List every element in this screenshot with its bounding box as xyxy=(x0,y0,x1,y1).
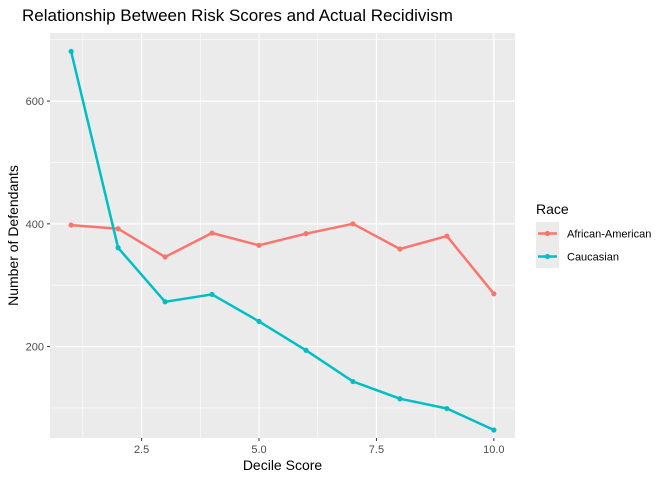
data-point-caucasian xyxy=(491,427,497,433)
x-axis: 2.5 5.0 7.5 10.0 xyxy=(134,438,505,456)
y-tick-label: 400 xyxy=(26,219,44,231)
legend-label-caucasian: Caucasian xyxy=(567,252,619,264)
series-layer xyxy=(68,48,497,433)
x-tick-label: 10.0 xyxy=(483,444,504,456)
y-tick-label: 200 xyxy=(26,342,44,354)
series-line-caucasian xyxy=(69,50,496,432)
data-point-african-american xyxy=(68,222,74,228)
data-point-african-american xyxy=(397,246,403,252)
data-point-caucasian xyxy=(303,347,309,353)
chart-title: Relationship Between Risk Scores and Act… xyxy=(22,6,453,25)
y-axis-title: Number of Defendants xyxy=(5,165,21,306)
data-point-caucasian xyxy=(444,405,450,412)
x-tick-label: 2.5 xyxy=(134,444,149,456)
data-point-african-american xyxy=(256,242,262,248)
x-tick-label: 5.0 xyxy=(251,444,266,456)
data-point-caucasian xyxy=(397,396,403,402)
data-point-caucasian xyxy=(115,245,121,251)
y-tick-label: 600 xyxy=(26,96,44,108)
x-tick-label: 7.5 xyxy=(369,444,384,456)
series-line-african-american xyxy=(69,222,496,296)
data-point-caucasian xyxy=(256,318,262,325)
data-point-african-american xyxy=(444,233,450,239)
legend: Race African-American Caucasian xyxy=(536,201,651,268)
data-point-african-american xyxy=(209,230,215,236)
legend-key-point-african-american xyxy=(544,230,551,237)
data-point-african-american xyxy=(491,291,497,297)
legend-title: Race xyxy=(536,201,569,217)
data-point-african-american xyxy=(303,231,309,237)
data-point-caucasian xyxy=(350,378,356,385)
data-point-african-american xyxy=(162,254,168,260)
y-axis: 200 400 600 xyxy=(26,96,50,354)
legend-label-african-american: African-American xyxy=(567,229,651,241)
data-point-african-american xyxy=(350,221,356,227)
data-point-caucasian xyxy=(209,291,215,298)
data-point-caucasian xyxy=(162,299,168,305)
data-point-caucasian xyxy=(68,48,74,55)
data-point-african-american xyxy=(115,226,121,232)
x-axis-title: Decile Score xyxy=(243,457,323,473)
legend-key-point-caucasian xyxy=(544,253,551,260)
